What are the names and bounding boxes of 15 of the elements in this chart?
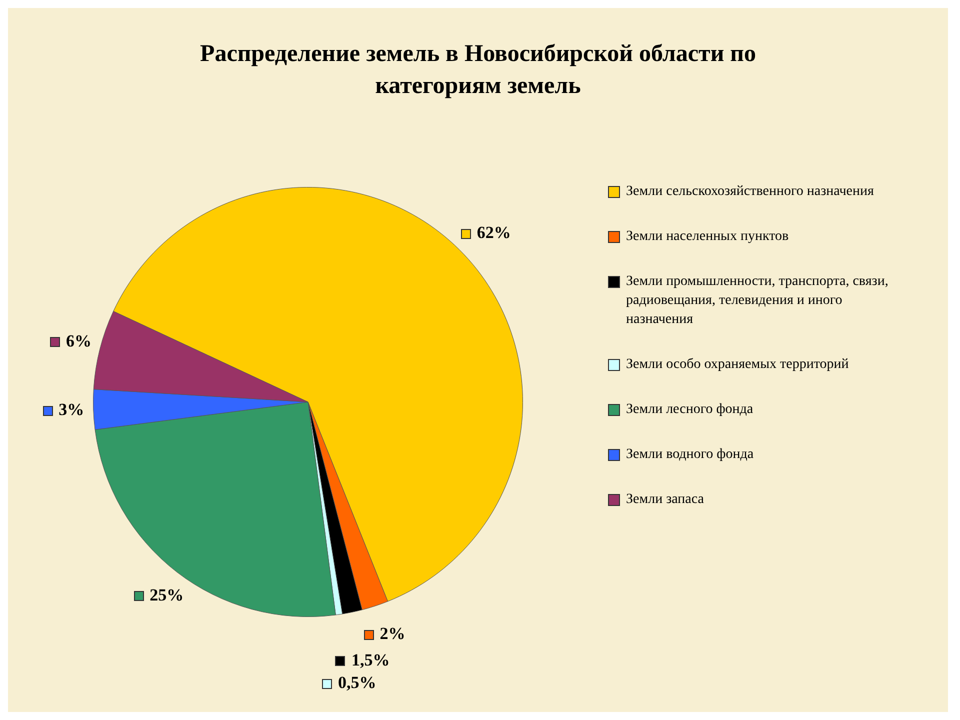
chart-title: Распределение земель в Новосибирской области по категориям земель	[199, 40, 757, 101]
legend-label: Земли лесного фонда	[626, 401, 754, 419]
data-label: 2%	[380, 624, 406, 643]
legend-label: Земли запаса	[626, 491, 704, 509]
data-label: 3%	[58, 400, 84, 419]
legend-label: Земли населенных пунктов	[626, 228, 789, 246]
legend-label: Земли водного фонда	[626, 446, 754, 464]
data-label: 62%	[476, 223, 511, 242]
data-label: 0,5%	[338, 673, 376, 692]
data-label: 1,5%	[351, 650, 390, 670]
legend-label: Земли промышленности, транспорта, связи, радиовещания, телевидения и иного назначения	[626, 273, 890, 329]
legend-label: Земли сельскохозяйственного назначения	[626, 183, 874, 201]
data-label: 6%	[66, 331, 92, 350]
data-label: 25%	[150, 585, 184, 604]
legend-label: Земли особо охраняемых территорий	[626, 356, 849, 374]
